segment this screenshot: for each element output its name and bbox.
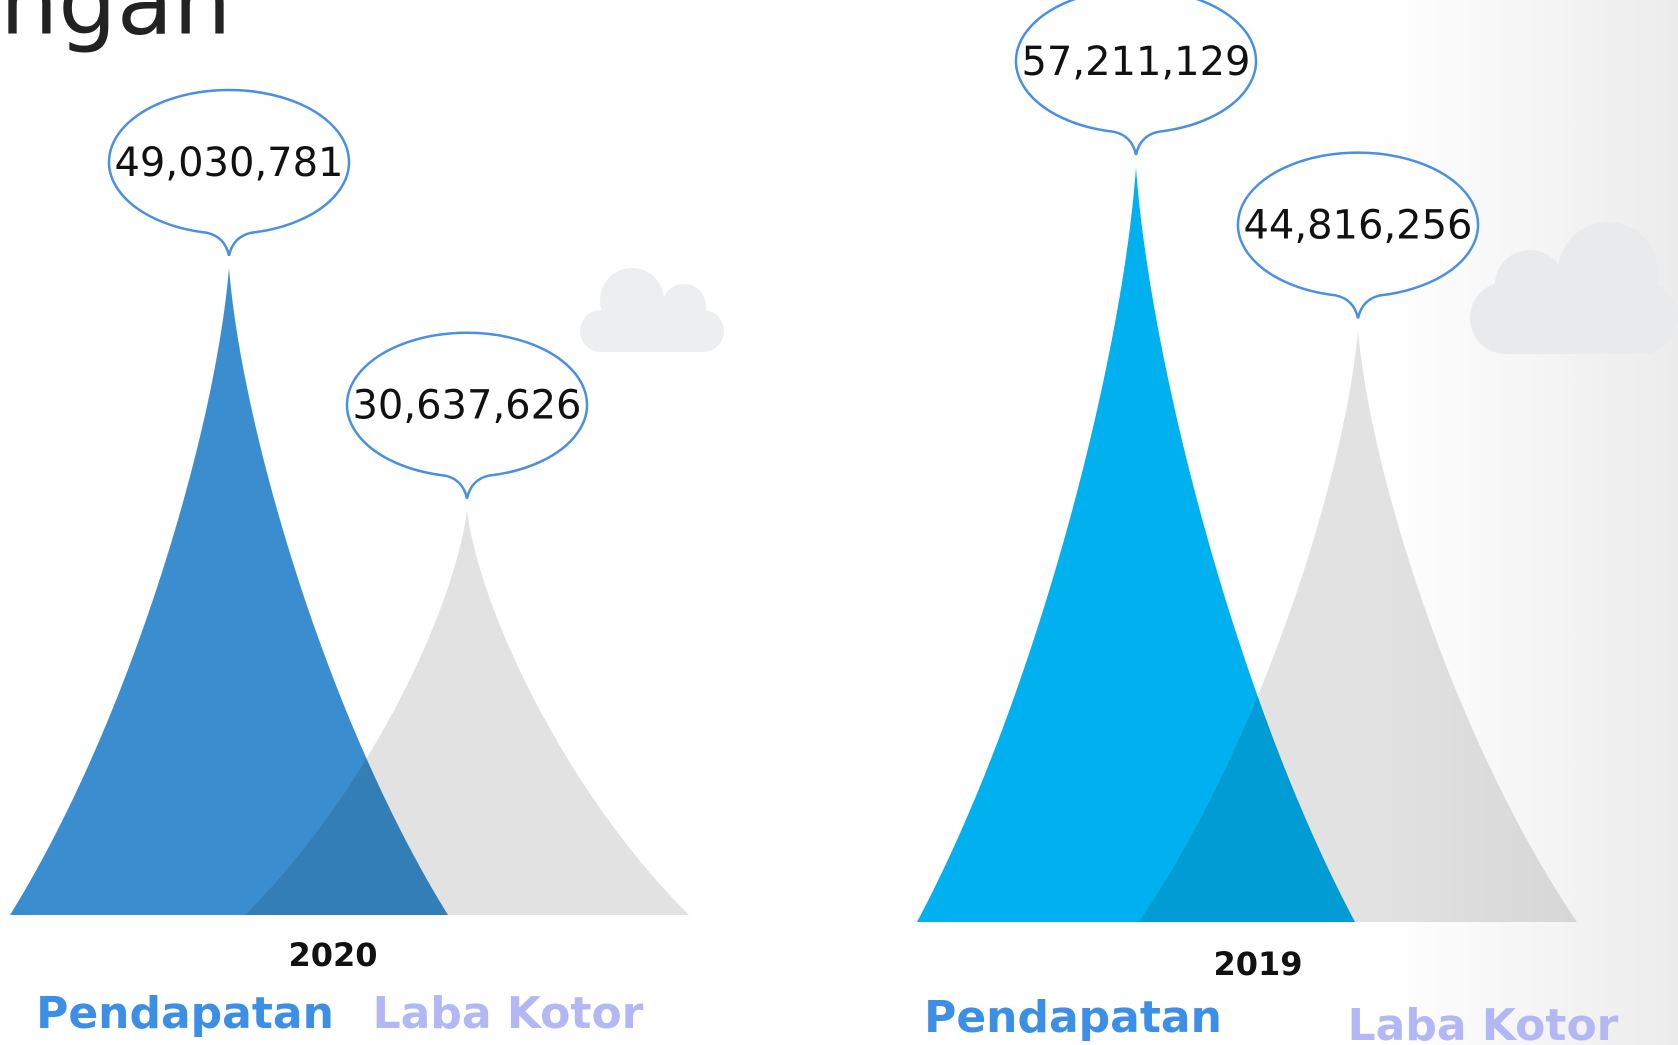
callout-bubble — [345, 331, 589, 499]
value-label: 30,637,626 — [352, 383, 581, 429]
peak — [245, 510, 689, 915]
value-label: 44,816,256 — [1243, 202, 1472, 248]
value-label: 49,030,781 — [114, 140, 343, 186]
plots: 49,030,781 Pendapatan 30,637,626 Laba Kotor… — [10, 0, 1619, 1045]
legend-label: Laba Kotor — [1348, 1000, 1619, 1045]
callout-bubble — [107, 88, 351, 257]
legend-label: Pendapatan — [36, 988, 334, 1039]
callout-bubble — [1014, 0, 1258, 156]
cloud — [580, 268, 724, 352]
legend-label: Laba Kotor — [373, 988, 644, 1039]
year-label: 2020 — [288, 936, 377, 974]
value-label: 57,211,129 — [1021, 39, 1250, 85]
page-title-fragment: ngan — [0, 0, 231, 55]
legend-label: Pendapatan — [924, 992, 1222, 1043]
peak — [10, 267, 448, 915]
cloud — [1470, 222, 1678, 354]
year-label: 2019 — [1213, 945, 1302, 983]
peak — [1139, 330, 1577, 922]
callout-bubble — [1236, 151, 1480, 319]
